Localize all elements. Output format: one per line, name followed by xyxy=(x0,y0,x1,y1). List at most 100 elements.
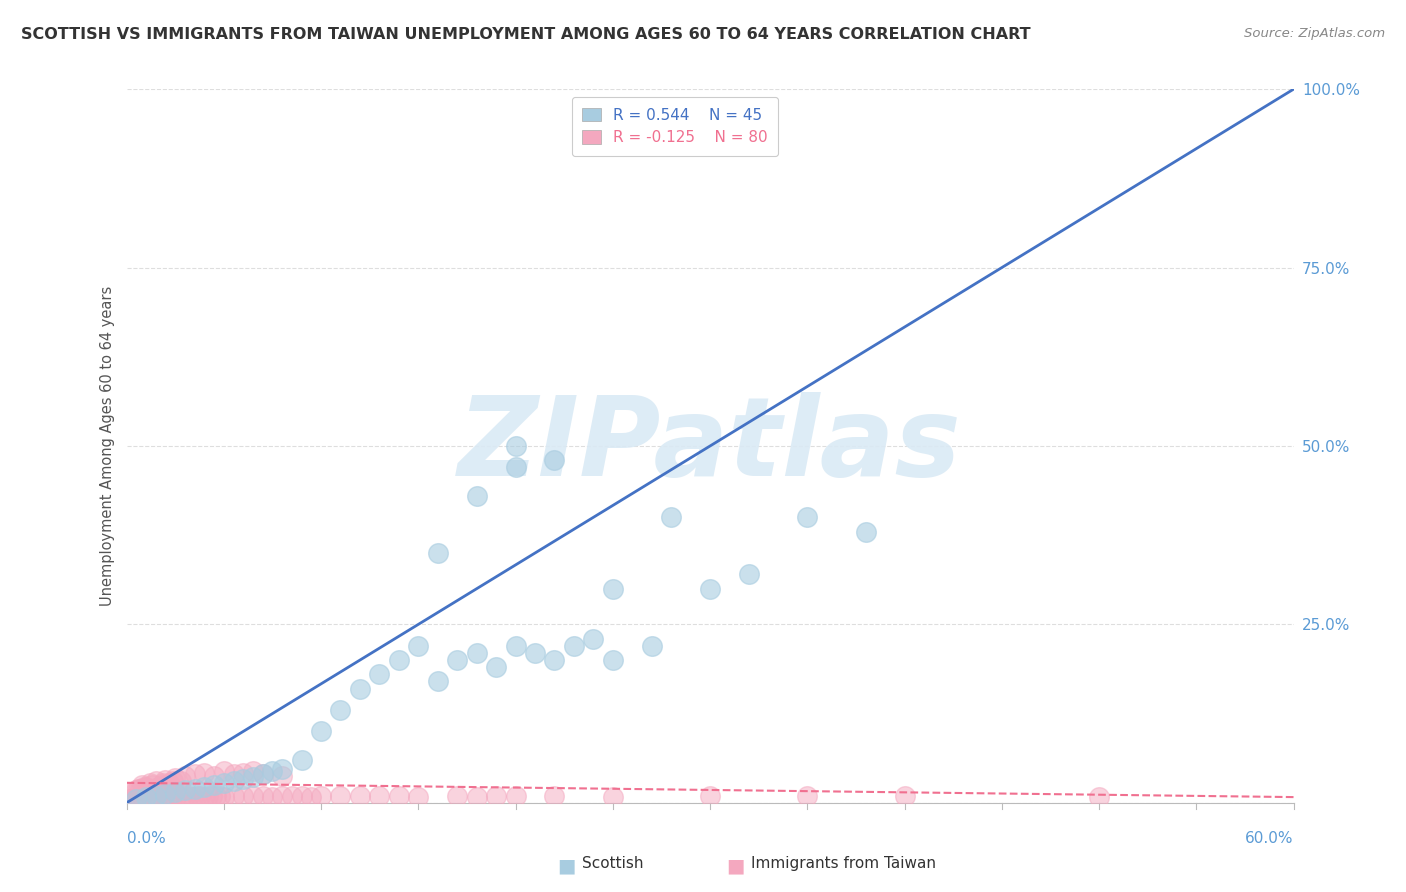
Point xyxy=(271,769,294,783)
Point xyxy=(349,681,371,696)
Point xyxy=(699,789,721,804)
Point xyxy=(252,789,274,803)
Point xyxy=(426,546,449,560)
Text: ZIPatlas: ZIPatlas xyxy=(458,392,962,500)
Point xyxy=(181,790,204,805)
Point xyxy=(465,489,488,503)
Point xyxy=(146,780,169,794)
Point xyxy=(543,453,565,467)
Point xyxy=(183,767,205,781)
Point xyxy=(446,789,468,804)
Point xyxy=(125,783,148,797)
Point xyxy=(170,790,193,805)
Point xyxy=(485,660,508,674)
Point xyxy=(129,781,152,796)
Point xyxy=(197,789,219,804)
Point xyxy=(855,524,877,539)
Point xyxy=(408,790,430,805)
Point xyxy=(222,774,245,789)
Text: ■: ■ xyxy=(557,856,576,875)
Point xyxy=(165,785,187,799)
Point xyxy=(252,767,274,781)
Point xyxy=(388,653,411,667)
Point xyxy=(170,774,193,789)
Point xyxy=(155,787,177,801)
Text: ■: ■ xyxy=(727,856,745,875)
Point xyxy=(165,771,187,785)
Point xyxy=(252,767,274,781)
Point xyxy=(166,788,188,802)
Point xyxy=(127,781,149,796)
Point xyxy=(465,790,488,805)
Point xyxy=(146,789,169,804)
Point xyxy=(157,776,180,790)
Text: Scottish: Scottish xyxy=(582,856,643,871)
Point xyxy=(162,774,184,789)
Point xyxy=(193,780,215,794)
Point xyxy=(135,780,157,794)
Point xyxy=(132,780,155,794)
Point xyxy=(139,789,162,803)
Point xyxy=(183,781,205,796)
Point xyxy=(222,789,245,804)
Point xyxy=(582,632,605,646)
Point xyxy=(150,789,173,803)
Legend: R = 0.544    N = 45, R = -0.125    N = 80: R = 0.544 N = 45, R = -0.125 N = 80 xyxy=(572,97,779,156)
Point xyxy=(174,783,197,797)
Point xyxy=(299,790,322,805)
Point xyxy=(523,646,546,660)
Text: Source: ZipAtlas.com: Source: ZipAtlas.com xyxy=(1244,27,1385,40)
Point xyxy=(893,789,915,804)
Point xyxy=(329,789,352,804)
Point xyxy=(212,776,235,790)
Point xyxy=(485,789,508,804)
Point xyxy=(543,789,565,804)
Text: SCOTTISH VS IMMIGRANTS FROM TAIWAN UNEMPLOYMENT AMONG AGES 60 TO 64 YEARS CORREL: SCOTTISH VS IMMIGRANTS FROM TAIWAN UNEMP… xyxy=(21,27,1031,42)
Point xyxy=(124,791,146,805)
Point xyxy=(329,703,352,717)
Y-axis label: Unemployment Among Ages 60 to 64 years: Unemployment Among Ages 60 to 64 years xyxy=(100,285,115,607)
Point xyxy=(155,772,177,787)
Point xyxy=(641,639,664,653)
Point xyxy=(174,789,197,804)
Point xyxy=(152,776,174,790)
Point xyxy=(139,776,162,790)
Point xyxy=(602,582,624,596)
Point xyxy=(232,772,254,787)
Point xyxy=(174,769,197,783)
Point xyxy=(242,789,264,804)
Point xyxy=(135,789,157,804)
Point xyxy=(505,439,527,453)
Point xyxy=(193,790,215,805)
Point xyxy=(562,639,585,653)
Point xyxy=(186,789,208,804)
Point xyxy=(201,789,224,803)
Point xyxy=(155,788,177,802)
Point xyxy=(408,639,430,653)
Point xyxy=(208,789,231,803)
Point xyxy=(659,510,682,524)
Point xyxy=(349,789,371,803)
Point xyxy=(796,789,818,803)
Point xyxy=(505,789,527,803)
Point xyxy=(131,790,153,805)
Point xyxy=(242,770,264,784)
Point xyxy=(505,639,527,653)
Point xyxy=(121,785,143,799)
Point xyxy=(127,790,149,805)
Point xyxy=(120,792,142,806)
Point xyxy=(202,778,225,792)
Point xyxy=(699,582,721,596)
Point xyxy=(290,789,312,804)
Point xyxy=(131,778,153,792)
Point xyxy=(602,790,624,805)
Point xyxy=(145,774,167,789)
Point xyxy=(162,789,184,803)
Point xyxy=(136,783,159,797)
Point xyxy=(205,789,228,804)
Point xyxy=(212,790,235,805)
Point xyxy=(202,769,225,783)
Point xyxy=(368,789,391,804)
Point xyxy=(177,789,200,803)
Text: 0.0%: 0.0% xyxy=(127,831,166,847)
